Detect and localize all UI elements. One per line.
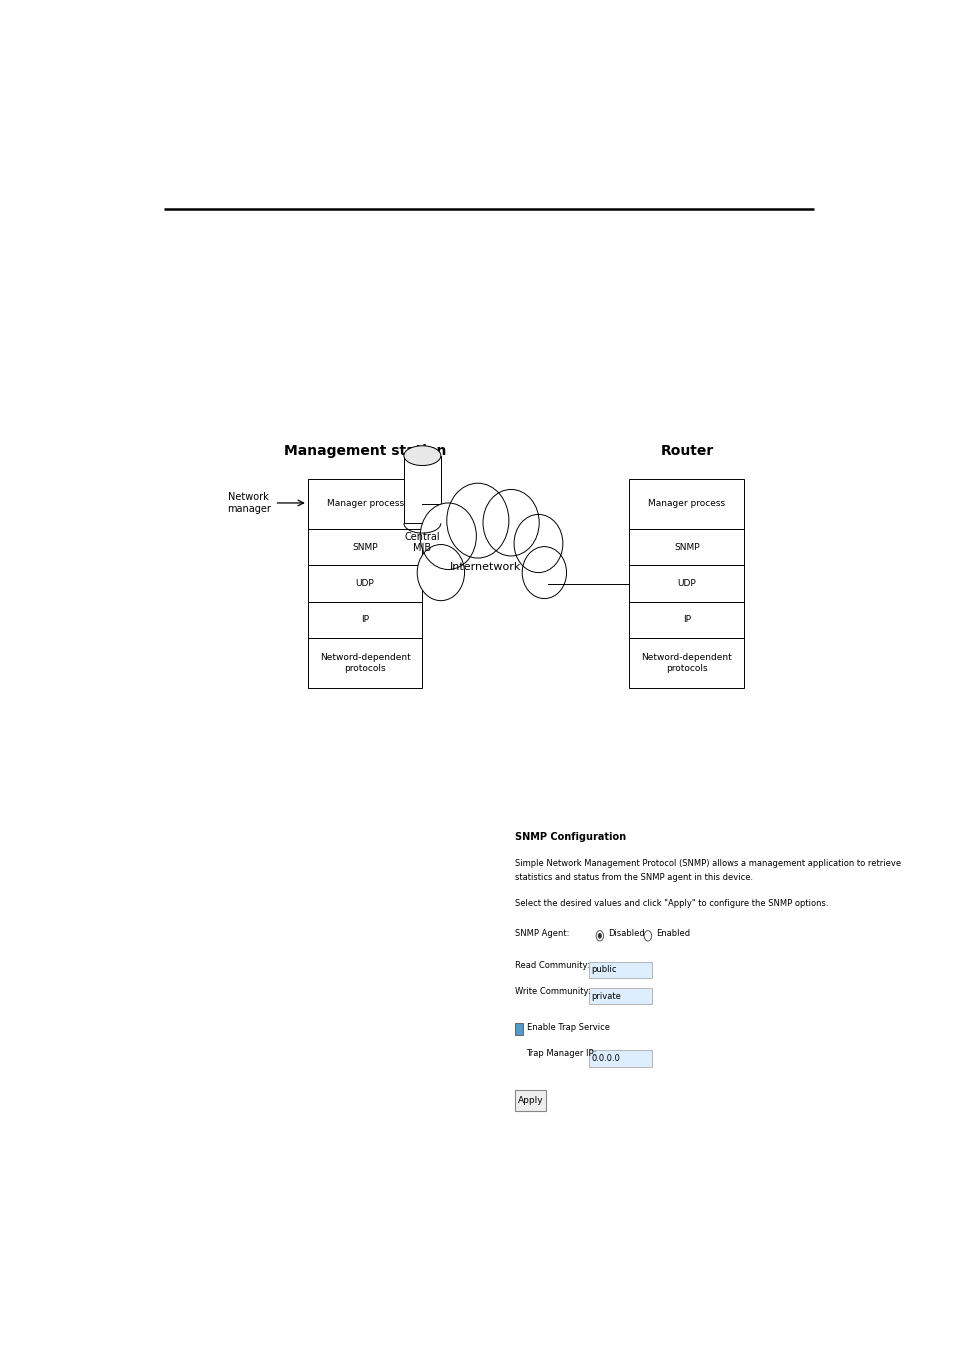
Text: Manager process: Manager process xyxy=(326,500,403,509)
Circle shape xyxy=(643,930,651,941)
Bar xyxy=(403,456,440,524)
Text: Internetwork: Internetwork xyxy=(449,563,520,572)
Text: Write Community:: Write Community: xyxy=(515,987,590,996)
Text: Router: Router xyxy=(659,444,713,458)
Text: Netword-dependent
protocols: Netword-dependent protocols xyxy=(640,653,731,672)
Bar xyxy=(515,1023,522,1034)
Text: SNMP Agent:: SNMP Agent: xyxy=(515,929,569,937)
Bar xyxy=(629,529,743,566)
Bar xyxy=(308,479,422,529)
Ellipse shape xyxy=(403,446,440,466)
Text: 0.0.0.0: 0.0.0.0 xyxy=(591,1054,619,1064)
Text: Select the desired values and click "Apply" to configure the SNMP options.: Select the desired values and click "App… xyxy=(515,899,827,909)
Text: SNMP: SNMP xyxy=(673,543,699,552)
Text: IP: IP xyxy=(360,616,369,625)
Ellipse shape xyxy=(514,514,562,572)
Circle shape xyxy=(596,930,603,941)
Bar xyxy=(588,988,651,1004)
Bar xyxy=(308,639,422,688)
Text: Simple Network Management Protocol (SNMP) allows a management application to ret: Simple Network Management Protocol (SNMP… xyxy=(515,859,900,868)
Text: Apply: Apply xyxy=(517,1096,542,1104)
Text: Netword-dependent
protocols: Netword-dependent protocols xyxy=(319,653,410,672)
Text: Disabled: Disabled xyxy=(607,929,644,937)
Bar xyxy=(308,566,422,602)
Text: statistics and status from the SNMP agent in this device.: statistics and status from the SNMP agen… xyxy=(515,873,752,883)
Text: private: private xyxy=(591,992,621,1000)
Bar xyxy=(588,1050,651,1066)
Circle shape xyxy=(598,933,601,938)
Text: UDP: UDP xyxy=(355,579,375,589)
Text: Manager process: Manager process xyxy=(647,500,724,509)
Text: Read Community:: Read Community: xyxy=(515,961,589,969)
Text: Network
manager: Network manager xyxy=(227,493,271,514)
Ellipse shape xyxy=(416,544,464,601)
Bar xyxy=(308,529,422,566)
Text: SNMP Configuration: SNMP Configuration xyxy=(515,833,625,842)
Text: Enable Trap Service: Enable Trap Service xyxy=(527,1023,610,1033)
Ellipse shape xyxy=(446,483,508,558)
Ellipse shape xyxy=(419,504,476,570)
Ellipse shape xyxy=(482,490,538,556)
Bar xyxy=(588,961,651,979)
Text: Management station: Management station xyxy=(284,444,446,458)
Text: Enabled: Enabled xyxy=(656,929,689,937)
Text: UDP: UDP xyxy=(677,579,696,589)
Bar xyxy=(629,479,743,529)
Ellipse shape xyxy=(416,536,553,609)
Text: public: public xyxy=(591,965,617,975)
Bar xyxy=(308,602,422,639)
Text: SNMP: SNMP xyxy=(352,543,377,552)
Bar xyxy=(629,602,743,639)
Bar xyxy=(629,639,743,688)
Bar xyxy=(515,1089,545,1111)
Text: Trap Manager IP:: Trap Manager IP: xyxy=(525,1049,596,1058)
Text: IP: IP xyxy=(682,616,690,625)
Ellipse shape xyxy=(521,547,566,598)
Text: Central
MIB: Central MIB xyxy=(404,532,439,553)
Bar xyxy=(629,566,743,602)
